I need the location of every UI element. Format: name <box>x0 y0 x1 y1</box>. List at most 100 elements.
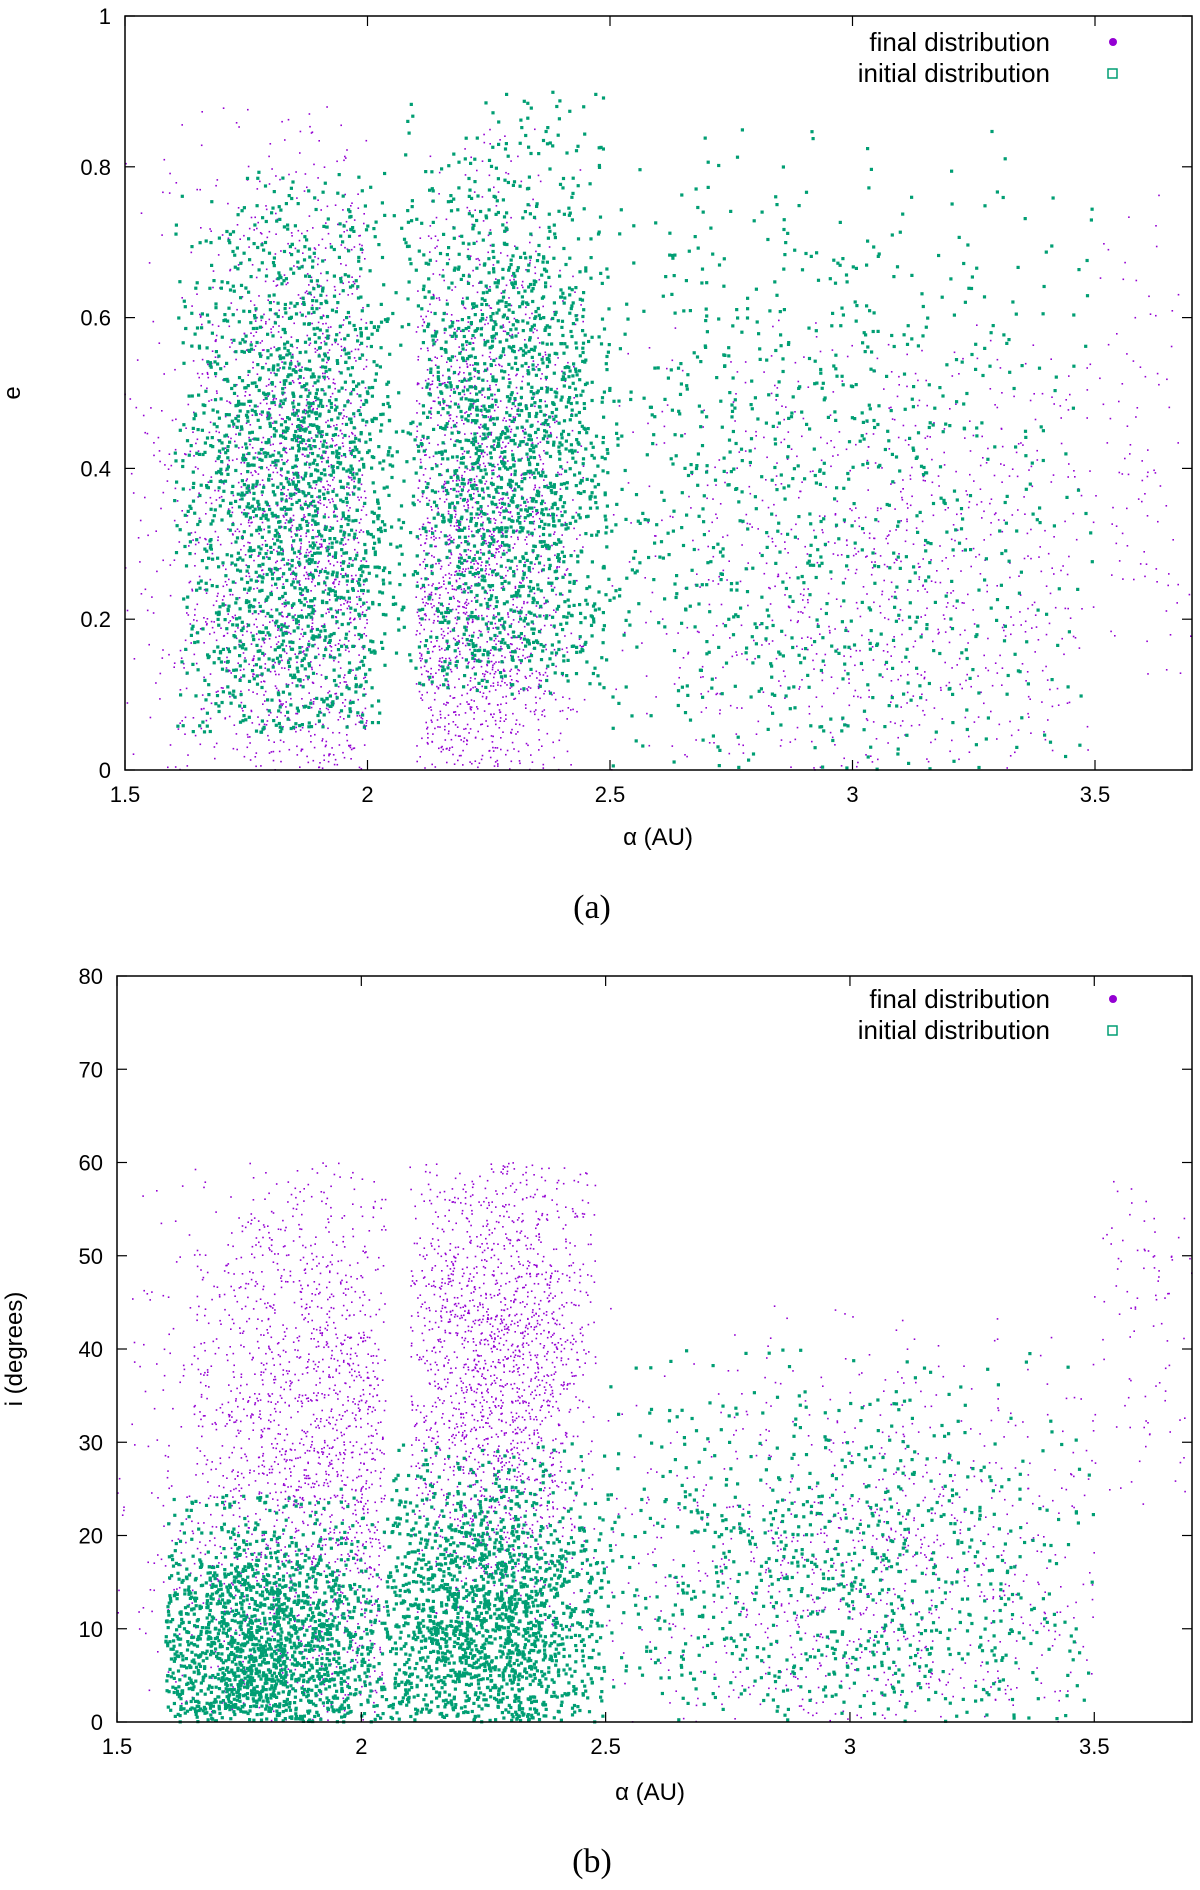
initial-point <box>220 518 224 522</box>
final-point <box>1051 567 1053 569</box>
final-point <box>246 349 248 351</box>
final-point <box>351 431 353 434</box>
final-point <box>815 653 818 655</box>
final-point <box>490 433 492 435</box>
final-point <box>458 650 461 653</box>
initial-point <box>298 646 302 650</box>
final-point <box>464 602 466 605</box>
initial-point <box>289 186 293 190</box>
final-point <box>493 554 496 557</box>
final-point <box>912 695 915 697</box>
initial-point <box>314 395 318 399</box>
final-point <box>181 720 183 722</box>
final-point <box>512 598 514 601</box>
initial-point <box>296 443 300 447</box>
final-point <box>930 559 932 561</box>
final-point <box>434 593 437 595</box>
final-point <box>193 653 196 656</box>
final-point <box>487 631 490 633</box>
final-point <box>270 372 272 374</box>
final-point <box>1029 698 1031 700</box>
final-point <box>271 619 274 622</box>
final-point <box>526 498 528 501</box>
final-point <box>423 437 425 440</box>
final-point <box>1086 367 1088 369</box>
final-point <box>530 652 532 655</box>
final-point <box>769 587 771 590</box>
final-point <box>416 382 419 384</box>
final-point <box>350 248 353 251</box>
final-point <box>481 754 484 757</box>
final-point <box>896 395 899 398</box>
final-point <box>300 748 303 751</box>
final-point <box>430 667 432 670</box>
final-point <box>655 443 658 446</box>
final-point <box>338 580 341 583</box>
final-point <box>416 745 418 747</box>
final-point <box>430 237 433 240</box>
final-point <box>457 647 460 650</box>
final-point <box>341 349 343 351</box>
final-point <box>845 448 848 451</box>
final-point <box>541 745 543 747</box>
final-point <box>1124 261 1126 264</box>
final-point <box>365 635 368 637</box>
final-point <box>493 517 495 520</box>
final-point <box>423 321 426 323</box>
initial-point <box>357 450 361 454</box>
initial-point <box>260 719 264 723</box>
final-point <box>278 414 281 416</box>
final-point <box>144 588 147 591</box>
final-point <box>290 336 293 338</box>
final-point <box>509 675 512 677</box>
final-point <box>511 637 513 639</box>
final-point <box>298 623 300 626</box>
final-point <box>364 497 367 499</box>
final-point <box>1051 749 1054 752</box>
final-point <box>944 661 946 664</box>
final-point <box>357 348 360 351</box>
final-point <box>818 515 821 517</box>
final-point <box>682 657 685 659</box>
final-point <box>429 251 431 253</box>
initial-point <box>286 480 290 484</box>
final-point <box>734 420 736 422</box>
final-point <box>447 632 449 635</box>
final-point <box>707 579 710 581</box>
final-point <box>711 521 713 524</box>
final-point <box>432 622 435 624</box>
final-point <box>1060 442 1063 445</box>
final-point <box>323 390 325 392</box>
final-point <box>472 407 474 409</box>
final-point <box>819 350 822 353</box>
final-point <box>248 689 250 691</box>
final-point <box>430 641 432 643</box>
final-point <box>450 552 452 554</box>
final-point <box>365 722 368 724</box>
final-point <box>498 727 501 729</box>
final-point <box>478 762 481 764</box>
final-point <box>311 304 314 307</box>
final-point <box>458 714 460 716</box>
final-point <box>518 659 520 661</box>
final-point <box>307 678 309 681</box>
final-point <box>357 590 359 592</box>
final-point <box>229 402 232 405</box>
final-point <box>516 596 518 599</box>
final-point <box>270 751 273 753</box>
final-point <box>316 566 319 568</box>
initial-point <box>298 724 302 728</box>
final-point <box>240 548 242 551</box>
final-point <box>467 703 469 705</box>
initial-point <box>323 581 327 585</box>
final-point <box>494 519 497 521</box>
final-point <box>458 605 461 608</box>
initial-point <box>244 334 248 338</box>
final-point <box>537 420 539 423</box>
final-point <box>436 357 438 359</box>
final-point <box>441 474 443 476</box>
final-point <box>181 510 183 512</box>
final-point <box>484 323 486 326</box>
initial-point <box>228 440 232 444</box>
final-point <box>534 484 536 487</box>
